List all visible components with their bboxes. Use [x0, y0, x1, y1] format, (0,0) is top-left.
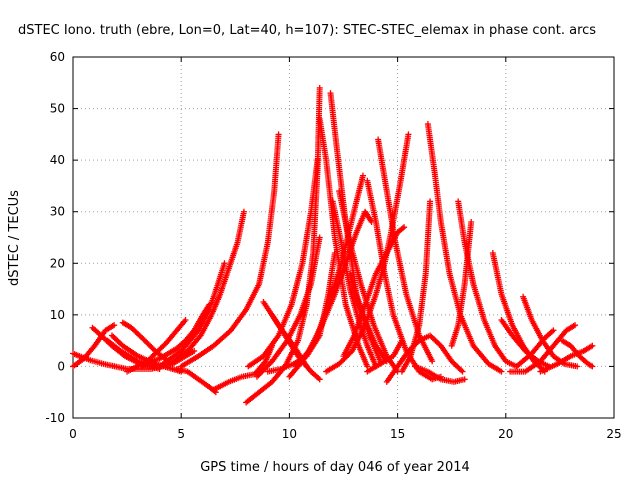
data-point-marker — [468, 219, 475, 226]
arc-series — [269, 311, 323, 383]
data-point-marker — [275, 131, 282, 138]
x-tick-label: 5 — [177, 427, 185, 441]
x-tick-label: 25 — [606, 427, 621, 441]
arc-series — [139, 317, 189, 370]
data-point-marker — [459, 368, 466, 375]
data-point-marker — [359, 172, 366, 179]
arc-series — [489, 249, 548, 375]
x-tick-label: 0 — [69, 427, 77, 441]
data-point-marker — [398, 337, 405, 344]
data-point-marker — [427, 198, 434, 205]
y-tick-label: 10 — [50, 308, 65, 322]
arc-series — [513, 327, 557, 370]
data-point-marker — [401, 224, 408, 231]
axis-ticks: 0 5 10 15 20 25 -10 0 10 20 30 40 50 60 — [45, 50, 621, 441]
data-point-marker — [405, 131, 412, 138]
data-point-marker — [266, 361, 273, 368]
arc-series — [455, 198, 520, 370]
x-axis-label: GPS time / hours of day 046 of year 2014 — [200, 460, 470, 475]
y-tick-label: 50 — [50, 102, 65, 116]
arc-series — [167, 208, 247, 367]
x-tick-label: 20 — [498, 427, 513, 441]
data-point-marker — [240, 208, 247, 215]
data-point-marker — [429, 358, 436, 365]
arc-series — [398, 198, 434, 375]
y-tick-label: 20 — [50, 256, 65, 270]
arc-series — [448, 219, 475, 349]
arc-series — [364, 337, 405, 375]
y-tick-label: -10 — [45, 411, 65, 425]
arc-series — [507, 322, 579, 375]
arc-series — [375, 136, 436, 365]
arc-series — [559, 337, 596, 370]
y-tick-label: 40 — [50, 153, 65, 167]
data-point-marker — [316, 234, 323, 241]
data-point-marker — [574, 363, 581, 370]
arc-series — [411, 363, 468, 385]
data-point-marker — [461, 376, 468, 383]
plot-frame — [72, 56, 615, 419]
data-point-marker — [314, 157, 321, 164]
arc-series — [245, 157, 321, 370]
data-point-marker — [498, 368, 505, 375]
data-point-marker — [364, 363, 371, 370]
arc-series — [156, 260, 228, 370]
data-point-marker — [221, 260, 228, 267]
arc-series — [243, 84, 323, 406]
data-point-marker — [316, 84, 323, 91]
arc-series — [340, 224, 408, 360]
data-point-marker — [182, 317, 189, 324]
arc-series — [173, 366, 219, 396]
chart-title: dSTEC Iono. truth (ebre, Lon=0, Lat=40, … — [18, 23, 596, 38]
arc-series — [178, 131, 282, 370]
data-point-marker — [347, 349, 354, 356]
y-tick-label: 60 — [50, 50, 65, 64]
data-point-marker — [550, 327, 557, 334]
data-point-marker — [589, 363, 596, 370]
arc-series — [329, 198, 379, 370]
data-point-marker — [191, 347, 198, 354]
data-point-marker — [316, 376, 323, 383]
x-tick-label: 15 — [390, 427, 405, 441]
y-tick-label: 0 — [57, 359, 65, 373]
data-point-marker — [589, 342, 596, 349]
x-tick-label: 10 — [282, 427, 297, 441]
arc-series — [253, 234, 323, 380]
data-point-marker — [399, 225, 406, 232]
y-tick-label: 30 — [50, 205, 65, 219]
data-marks — [70, 84, 596, 406]
data-point-marker — [111, 322, 118, 329]
arc-series — [104, 337, 163, 373]
y-axis-label: dSTEC / TECUs — [7, 190, 22, 286]
data-point-marker — [572, 322, 579, 329]
